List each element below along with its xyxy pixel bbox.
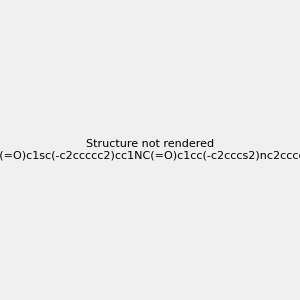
Text: Structure not rendered
COC(=O)c1sc(-c2ccccc2)cc1NC(=O)c1cc(-c2cccs2)nc2ccccc12: Structure not rendered COC(=O)c1sc(-c2cc…: [0, 139, 300, 161]
